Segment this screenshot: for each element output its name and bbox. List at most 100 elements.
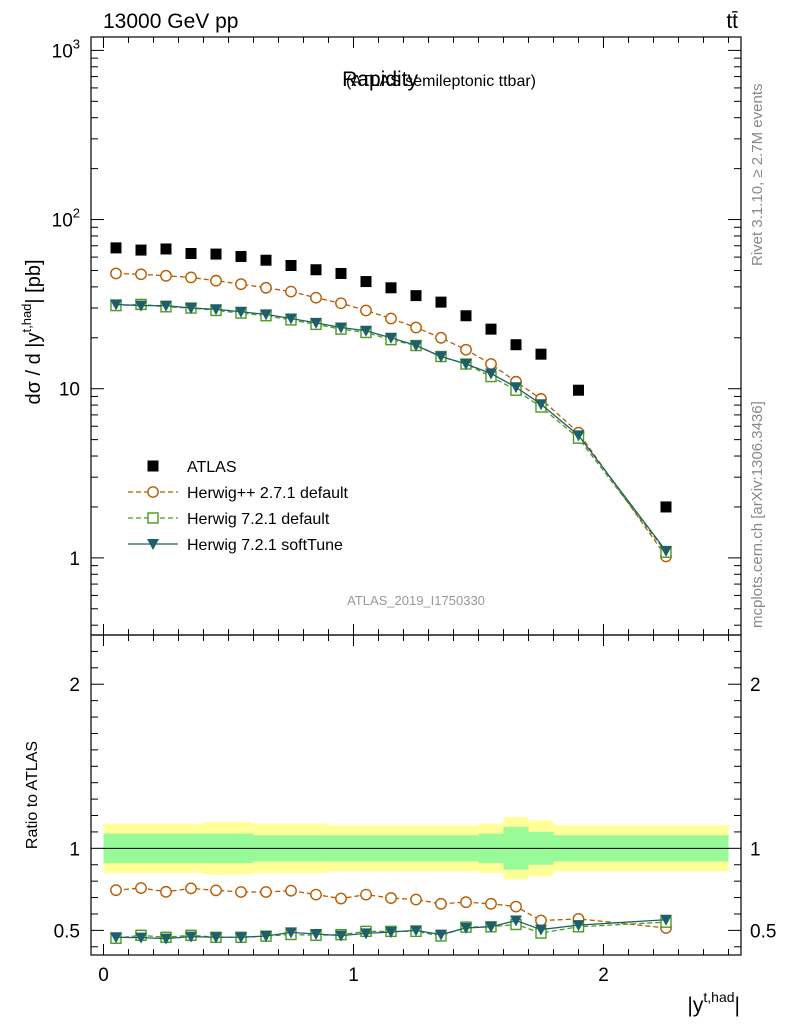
y-tick-label-main: 10 <box>59 380 80 401</box>
point-atlas <box>210 248 222 260</box>
ratio-point-herwig-2-7-1-default <box>410 893 422 906</box>
point-atlas <box>335 267 347 279</box>
point-herwig-2-7-1-default <box>310 291 322 304</box>
y-axis-label-ratio: Ratio to ATLAS <box>24 741 41 849</box>
point-atlas <box>485 323 497 335</box>
chart-title: Rapidity <box>342 68 418 91</box>
point-atlas <box>135 244 147 256</box>
ratio-series-layer <box>110 882 672 945</box>
ratio-point-herwig-2-7-1-default <box>260 886 272 898</box>
point-herwig-7-2-1-softtune <box>260 309 272 321</box>
point-herwig-7-2-1-softtune <box>185 303 197 315</box>
side-mcplots-label: mcplots.cern.ch [arXiv:1306.3436] <box>749 401 766 628</box>
ratio-point-herwig-7-2-1-softtune <box>385 927 397 939</box>
point-atlas <box>260 254 272 266</box>
point-herwig-7-2-1-softtune <box>335 322 347 334</box>
y-tick-label-main: 102 <box>52 206 80 232</box>
svg-text:dσ / d |yt,had| [pb]: dσ / d |yt,had| [pb] <box>19 259 45 404</box>
ratio-point-herwig-2-7-1-default <box>110 884 122 897</box>
ratio-point-herwig-7-2-1-softtune <box>660 914 672 926</box>
point-herwig-7-2-1-softtune <box>310 317 322 329</box>
point-herwig-7-2-1-softtune <box>385 332 397 344</box>
ratio-point-herwig-7-2-1-softtune <box>572 920 585 932</box>
point-herwig-2-7-1-default <box>410 321 422 334</box>
point-atlas <box>410 290 422 302</box>
ratio-point-herwig-2-7-1-default <box>335 892 347 905</box>
point-herwig-2-7-1-default <box>235 278 247 291</box>
axis-ticks: 0 1 2 1 10 102 103 0.5 0.5 1 1 2 2 <box>52 36 777 986</box>
point-herwig-7-2-1-softtune <box>360 325 372 337</box>
y-tick-label-ratio-right: 1 <box>750 839 761 860</box>
ratio-point-herwig-2-7-1-default <box>235 886 247 898</box>
point-atlas <box>385 282 397 294</box>
point-herwig-2-7-1-default <box>210 274 222 287</box>
point-herwig-7-2-1-softtune <box>485 368 497 380</box>
point-herwig-7-2-1-softtune <box>410 340 422 352</box>
point-atlas <box>460 310 472 322</box>
ratio-point-herwig-7-2-1-softtune <box>310 928 322 940</box>
ratio-point-herwig-2-7-1-default <box>310 888 322 901</box>
ratio-point-herwig-7-2-1-softtune <box>360 928 372 940</box>
ratio-point-herwig-2-7-1-default <box>135 882 147 894</box>
ratio-point-herwig-7-2-1-softtune <box>535 924 547 936</box>
point-herwig-7-2-1-softtune <box>135 300 147 312</box>
point-herwig-2-7-1-default <box>335 297 347 310</box>
point-atlas <box>660 501 672 513</box>
legend: ATLAS Herwig++ 2.7.1 default Herwig 7.2.1 … <box>128 459 349 554</box>
x-tick-label: 0 <box>98 965 109 986</box>
series-line-herwig-2-7-1-default <box>115 272 667 557</box>
point-herwig-7-2-1-softtune <box>572 430 585 442</box>
legend-label-herwig-7-2-1-default: Herwig 7.2.1 default <box>187 511 330 528</box>
point-herwig-7-2-1-softtune <box>285 313 297 325</box>
legend-marker-herwig-2-7-1-default <box>147 486 159 498</box>
legend-marker-atlas <box>147 460 159 472</box>
point-atlas <box>110 242 122 254</box>
point-herwig-7-2-1-softtune <box>460 358 472 370</box>
ratio-bands <box>103 817 729 880</box>
y-tick-label-ratio-left: 1 <box>69 839 80 860</box>
point-herwig-7-2-1-softtune <box>160 300 172 312</box>
legend-label-herwig-7-2-1-softtune: Herwig 7.2.1 softTune <box>187 537 343 554</box>
point-atlas <box>160 243 172 255</box>
point-herwig-2-7-1-default <box>385 312 397 325</box>
ratio-point-herwig-7-2-1-softtune <box>160 933 172 945</box>
point-herwig-2-7-1-default <box>185 271 197 284</box>
analysis-id-label: ATLAS_2019_I1750330 <box>347 593 485 608</box>
ratio-point-herwig-7-2-1-softtune <box>260 930 272 942</box>
ratio-point-herwig-2-7-1-default <box>485 897 497 910</box>
legend-marker-herwig-7-2-1-softtune <box>147 539 159 550</box>
x-tick-label: 2 <box>598 965 609 986</box>
point-atlas <box>510 339 522 351</box>
chart-subtitle: (ATLAS semileptonic ttbar) <box>346 73 536 90</box>
point-atlas <box>235 250 247 262</box>
point-atlas <box>435 296 447 308</box>
point-herwig-2-7-1-default <box>285 285 297 298</box>
ratio-point-herwig-2-7-1-default <box>435 897 447 910</box>
point-herwig-2-7-1-default <box>360 304 372 317</box>
main-series-layer <box>110 242 672 563</box>
point-atlas <box>185 247 197 259</box>
point-herwig-2-7-1-default <box>110 267 122 280</box>
point-atlas <box>360 276 372 288</box>
plot-frames <box>90 36 742 956</box>
legend-label-atlas: ATLAS <box>187 459 237 476</box>
ratio-point-herwig-7-2-1-softtune <box>460 922 472 934</box>
ratio-point-herwig-2-7-1-default <box>185 882 197 895</box>
y-tick-label-main: 103 <box>52 36 80 62</box>
point-herwig-7-2-1-softtune <box>210 304 222 316</box>
point-herwig-7-2-1-softtune <box>535 399 547 411</box>
ratio-point-herwig-7-2-1-softtune <box>135 932 147 944</box>
point-herwig-2-7-1-default <box>260 281 272 294</box>
ratio-point-herwig-2-7-1-default <box>385 892 397 904</box>
ratio-line-herwig-7-2-1-softtune <box>115 919 667 940</box>
ratio-point-herwig-2-7-1-default <box>510 900 522 913</box>
side-rivet-label: Rivet 3.1.10, ≥ 2.7M events <box>749 84 766 267</box>
ratio-point-herwig-7-2-1-softtune <box>210 932 222 944</box>
ratio-frame <box>90 634 742 956</box>
point-herwig-2-7-1-default <box>485 358 497 370</box>
ratio-point-herwig-2-7-1-default <box>360 888 372 901</box>
y-tick-label-ratio-right: 2 <box>750 675 761 696</box>
ratio-point-herwig-2-7-1-default <box>285 884 297 897</box>
point-herwig-2-7-1-default <box>135 268 147 281</box>
point-herwig-7-2-1-softtune <box>660 545 672 557</box>
